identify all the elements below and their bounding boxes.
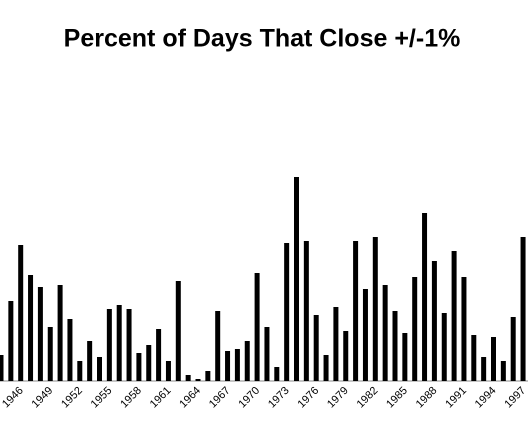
bar xyxy=(382,285,388,381)
bar xyxy=(500,361,506,381)
bar xyxy=(165,361,171,381)
bar xyxy=(422,213,428,381)
bar xyxy=(254,273,260,381)
bar xyxy=(520,237,526,381)
x-tick-label: 1973 xyxy=(266,385,292,411)
chart-title: Percent of Days That Close +/-1% xyxy=(64,25,461,53)
x-tick-label: 1967 xyxy=(207,385,233,411)
x-tick-label: 1952 xyxy=(59,385,85,411)
bar xyxy=(146,345,152,381)
x-tick-label: 1946 xyxy=(0,385,26,411)
bar xyxy=(323,355,329,381)
x-tick-label: 1997 xyxy=(502,385,528,411)
bar xyxy=(402,333,408,381)
x-tick-label: 1979 xyxy=(325,385,351,411)
bar xyxy=(97,357,102,381)
x-tick-label: 1964 xyxy=(177,385,203,411)
bar xyxy=(431,261,437,381)
bar xyxy=(510,317,516,381)
x-tick-label: 1976 xyxy=(296,385,322,411)
x-tick-label: 1970 xyxy=(236,385,262,411)
bar xyxy=(195,379,201,381)
bar xyxy=(303,241,309,381)
bar xyxy=(234,349,240,381)
bar xyxy=(481,357,487,381)
bar xyxy=(77,361,83,381)
bar xyxy=(441,313,447,381)
bar xyxy=(136,353,142,381)
bar xyxy=(185,375,191,381)
bar xyxy=(451,251,457,381)
bar xyxy=(264,327,270,381)
x-tick-label: 1994 xyxy=(473,385,499,411)
bar xyxy=(343,331,349,381)
bar xyxy=(37,287,43,381)
x-tick-label: 1961 xyxy=(148,385,174,411)
bar xyxy=(284,243,290,381)
bar xyxy=(126,309,132,381)
bar xyxy=(274,367,280,381)
x-tick-label: 1949 xyxy=(30,385,56,411)
x-tick-label: 1958 xyxy=(118,385,144,411)
bar xyxy=(333,307,339,381)
bar xyxy=(353,241,359,381)
bar xyxy=(47,327,53,381)
x-tick-label: 1991 xyxy=(443,385,469,411)
bar xyxy=(175,281,181,381)
bar xyxy=(87,341,93,381)
bar xyxy=(412,277,418,381)
bar xyxy=(362,289,368,381)
bar xyxy=(67,319,73,381)
bar xyxy=(116,305,122,381)
bar xyxy=(8,301,14,381)
x-tick-label: 1982 xyxy=(355,385,381,411)
bar xyxy=(0,355,4,381)
bar xyxy=(106,309,112,381)
bar xyxy=(215,311,221,381)
bar xyxy=(313,315,319,381)
bar xyxy=(461,277,467,381)
bar xyxy=(156,329,162,381)
x-tick-label: 1988 xyxy=(414,385,440,411)
bar xyxy=(294,177,299,381)
bar xyxy=(372,237,378,381)
bar xyxy=(205,371,211,381)
bar xyxy=(28,275,34,381)
bar xyxy=(244,341,250,381)
bar xyxy=(471,335,477,381)
bar xyxy=(392,311,398,381)
bar xyxy=(491,337,496,381)
bar xyxy=(57,285,63,381)
bar xyxy=(225,351,231,381)
bar xyxy=(18,245,24,381)
x-tick-label: 1985 xyxy=(384,385,410,411)
x-tick-label: 1955 xyxy=(89,385,115,411)
